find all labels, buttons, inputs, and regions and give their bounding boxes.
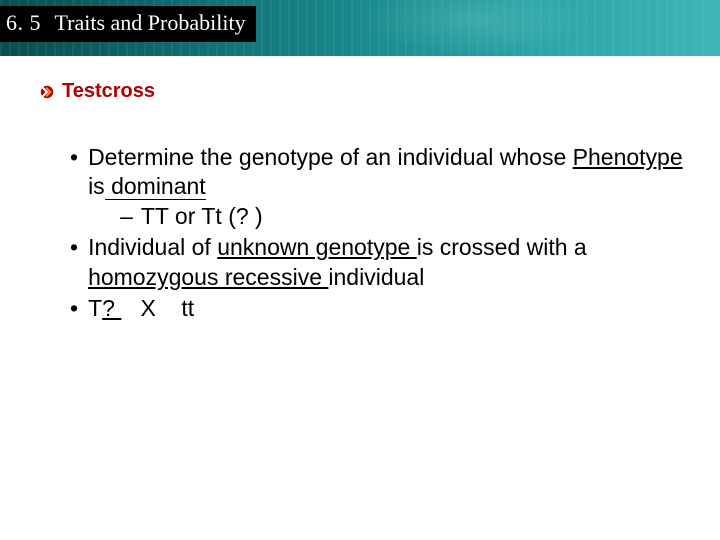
double-chevron-right-icon [40,85,54,99]
text-run: is crossed with a [417,234,587,260]
cross-left: T [88,295,102,321]
subheading-row: Testcross [40,80,690,103]
list-item: • T? X tt [70,294,690,323]
bullet-dot: • [70,143,78,231]
chapter-title: Traits and Probability [55,10,246,35]
cross-right: tt [181,295,194,321]
underlined-text: Phenotype [573,144,683,170]
bullet-dot: • [70,294,78,323]
list-item: • Determine the genotype of an individua… [70,143,690,231]
text-run: Determine the genotype of an individual … [88,144,573,170]
bullet-dot: • [70,233,78,292]
underlined-text: homozygous recessive [88,264,328,290]
dash-bullet: – [120,202,133,231]
cross-x: X [121,295,181,321]
chapter-title-chip: 6. 5 Traits and Probability [0,6,256,42]
bullet-list: • Determine the genotype of an individua… [70,143,690,324]
list-item-body: T? X tt [88,294,690,323]
underlined-text: dominant [105,173,206,200]
underlined-text: ? [102,295,121,321]
list-item: • Individual of unknown genotype is cros… [70,233,690,292]
chapter-number: 6. 5 [6,10,41,35]
text-run: Individual of [88,234,217,260]
list-item-body: Determine the genotype of an individual … [88,143,690,231]
sub-item: – TT or Tt (? ) [120,202,690,231]
subheading-text: Testcross [62,80,155,103]
underlined-text: unknown genotype [217,234,417,260]
slide-content: Testcross • Determine the genotype of an… [40,80,690,326]
list-item-body: Individual of unknown genotype is crosse… [88,233,690,292]
sub-item-text: TT or Tt (? ) [141,202,263,231]
text-run: individual [328,264,424,290]
text-run: is [88,173,105,199]
